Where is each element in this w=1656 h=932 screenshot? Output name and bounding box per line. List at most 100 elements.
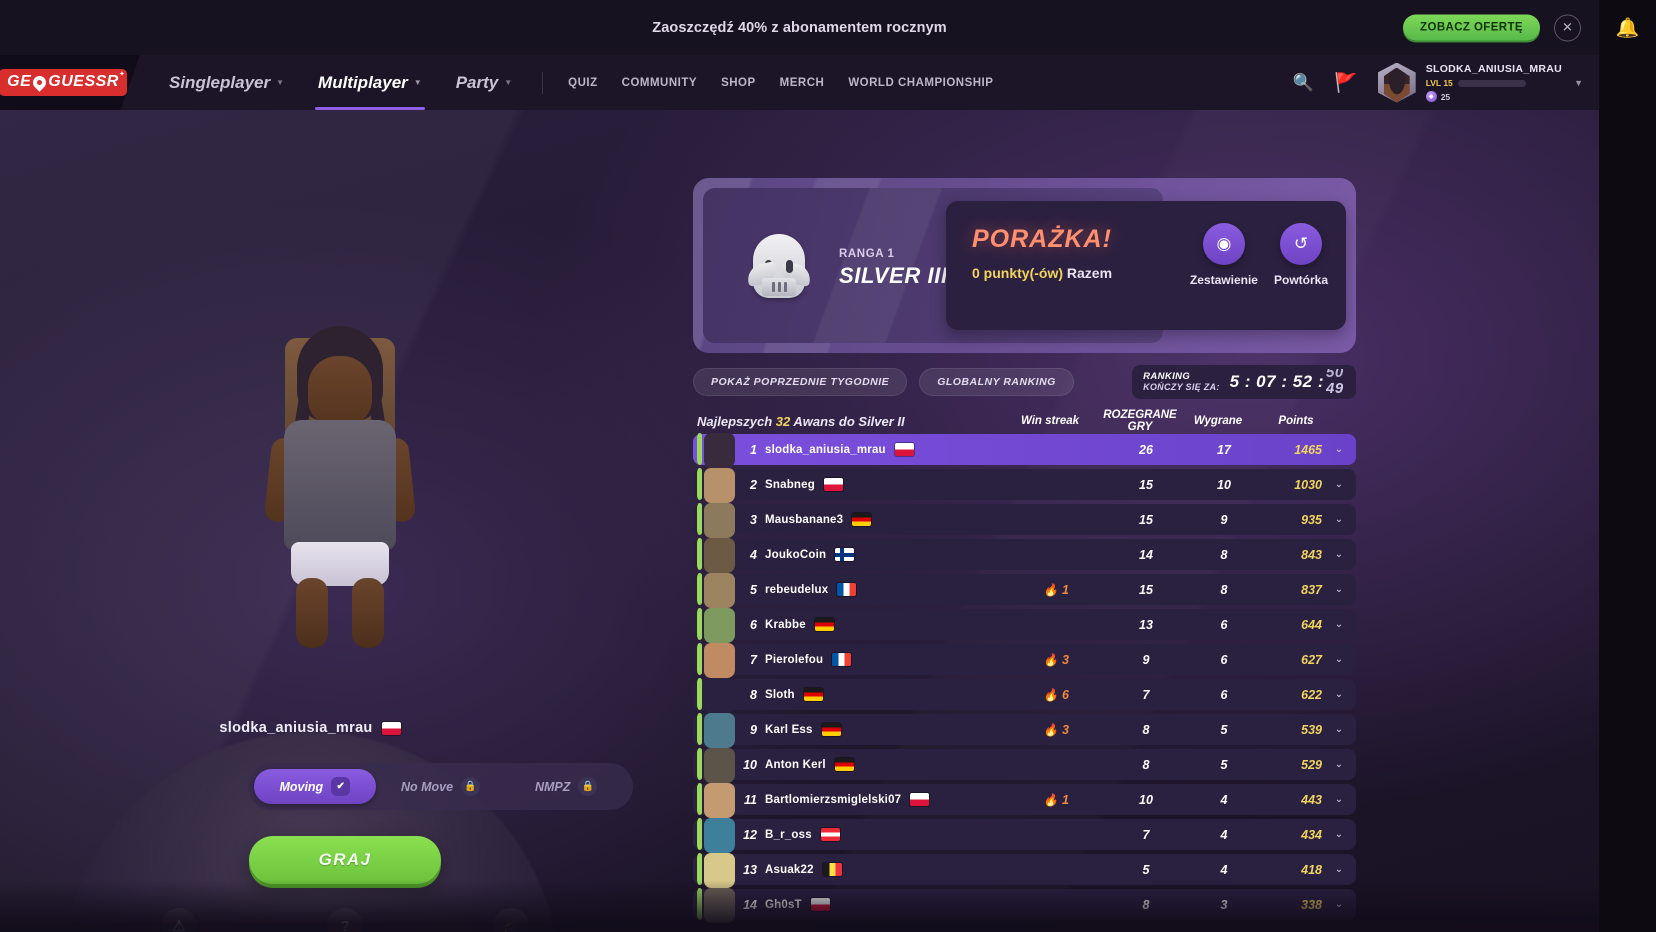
nav-item-shop[interactable]: SHOP: [721, 76, 756, 89]
chevron-down-icon[interactable]: ⌄: [1334, 899, 1344, 910]
table-row[interactable]: 14 Gh0sT 8 3 338 ⌄: [693, 888, 1356, 923]
table-row[interactable]: 6 Krabbe 13 6 644 ⌄: [693, 608, 1356, 643]
row-games-played: 15: [1139, 512, 1153, 527]
table-row[interactable]: 10 Anton Kerl 8 5 529 ⌄: [693, 748, 1356, 783]
row-player-name: Gh0sT: [765, 898, 802, 911]
chevron-down-icon[interactable]: ⌄: [1334, 654, 1344, 665]
play-button[interactable]: GRAJ: [249, 836, 441, 884]
chevron-down-icon[interactable]: ⌄: [1334, 479, 1344, 490]
chevron-down-icon[interactable]: ▼: [1574, 77, 1583, 88]
chevron-down-icon[interactable]: ⌄: [1334, 864, 1344, 875]
country-flag-icon: [821, 723, 841, 736]
helper-improve-game[interactable]: 🎓 Popraw Swoją Grę: [459, 908, 563, 932]
country-flag-icon: [814, 618, 834, 631]
table-row[interactable]: 1 slodka_aniusia_mrau 26 17 1465 ⌄: [693, 433, 1356, 468]
row-games-played: 9: [1142, 652, 1150, 667]
nav-item-merch[interactable]: MERCH: [779, 76, 825, 89]
bell-icon[interactable]: 🔔: [1615, 17, 1640, 39]
row-games-won: 4: [1220, 792, 1228, 807]
flag-icon[interactable]: 🚩: [1334, 72, 1358, 94]
result-actions: ◉ Zestawienie ↺ Powtórka: [1190, 223, 1328, 287]
nav-item-quiz[interactable]: QUIZ: [568, 76, 598, 89]
chevron-down-icon[interactable]: ⌄: [1334, 584, 1344, 595]
result-points-suffix: Razem: [1066, 265, 1113, 281]
countdown-seconds-roller: 50 49: [1326, 369, 1343, 395]
player-name-row: slodka_aniusia_mrau: [0, 720, 620, 736]
action-label: Zestawienie: [1189, 273, 1258, 287]
row-games-won: 5: [1220, 722, 1228, 737]
avatar: [697, 535, 735, 573]
table-row[interactable]: 2 Snabneg 15 10 1030 ⌄: [693, 468, 1356, 503]
country-flag-icon: [822, 863, 842, 876]
warning-icon: ⚠: [161, 908, 197, 932]
chevron-down-icon[interactable]: ⌄: [1334, 444, 1344, 455]
avatar: [697, 815, 735, 853]
search-icon[interactable]: 🔍: [1292, 72, 1315, 92]
nav-item-world-championship[interactable]: WORLD CHAMPIONSHIP: [848, 76, 994, 89]
nav-item-singleplayer[interactable]: Singleplayer ▼: [152, 55, 301, 110]
streak-value: 6: [1062, 687, 1069, 702]
chevron-down-icon[interactable]: ⌄: [1334, 619, 1344, 630]
table-row[interactable]: 8 Sloth 🔥 6 7 6 622 ⌄: [693, 678, 1356, 713]
table-row[interactable]: 12 B_r_oss 7 4 434 ⌄: [693, 818, 1356, 853]
row-player-name: JoukoCoin: [765, 548, 827, 561]
chevron-down-icon[interactable]: ⌄: [1334, 689, 1344, 700]
global-ranking-button[interactable]: GLOBALNY RANKING: [919, 368, 1074, 396]
chevron-down-icon[interactable]: ⌄: [1334, 724, 1344, 735]
flame-icon: 🔥: [1043, 722, 1058, 737]
nav-item-community[interactable]: COMMUNITY: [621, 76, 698, 89]
countdown-roll-up: 50: [1326, 369, 1343, 381]
row-games-won: 3: [1220, 897, 1228, 912]
question-icon: ?: [327, 908, 363, 932]
table-row[interactable]: 11 Bartlomierzsmiglelski07 🔥 1 10 4 443 ⌄: [693, 783, 1356, 818]
table-row[interactable]: 4 JoukoCoin 14 8 843 ⌄: [693, 538, 1356, 573]
streak-value: 3: [1062, 652, 1069, 667]
geoguessr-logo[interactable]: GE GUESSR ✦: [0, 55, 140, 110]
promo-actions: ZOBACZ OFERTĘ ✕: [1403, 14, 1581, 41]
show-previous-weeks-button[interactable]: POKAŻ POPRZEDNIE TYGODNIE: [693, 368, 908, 396]
chevron-down-icon[interactable]: ⌄: [1334, 794, 1344, 805]
mode-label: No Move: [400, 779, 454, 794]
row-games-played: 8: [1142, 757, 1150, 772]
avatar: [697, 640, 735, 678]
view-offer-button[interactable]: ZOBACZ OFERTĘ: [1403, 14, 1540, 41]
row-rank: 10: [743, 757, 757, 772]
chevron-down-icon[interactable]: ⌄: [1334, 549, 1344, 560]
chevron-down-icon[interactable]: ⌄: [1334, 759, 1344, 770]
leaderboard-title: Najlepszych 32 Awans do Silver II: [697, 414, 905, 429]
row-player-name: Snabneg: [765, 478, 815, 491]
avatar: [697, 430, 735, 468]
row-games-played: 8: [1142, 722, 1150, 737]
rank-subtitle: RANGA 1: [839, 248, 895, 260]
table-row[interactable]: 13 Asuak22 5 4 418 ⌄: [693, 853, 1356, 888]
summary-button[interactable]: ◉ Zestawienie: [1190, 223, 1258, 287]
mode-button-nmpz[interactable]: NMPZ 🔒: [505, 769, 627, 804]
row-points: 434: [1301, 827, 1322, 842]
row-win-streak: 🔥 1: [1008, 583, 1104, 597]
helper-how-it-works[interactable]: ? Jak to działa: [293, 908, 397, 932]
replay-button[interactable]: ↺ Powtórka: [1274, 223, 1328, 287]
table-row[interactable]: 9 Karl Ess 🔥 3 8 5 539 ⌄: [693, 713, 1356, 748]
row-rank: 12: [743, 827, 757, 842]
close-icon[interactable]: ✕: [1554, 14, 1581, 41]
nav-item-multiplayer[interactable]: Multiplayer ▼: [301, 55, 439, 110]
table-row[interactable]: 3 Mausbanane3 15 9 935 ⌄: [693, 503, 1356, 538]
table-row[interactable]: 5 rebeudelux 🔥 1 15 8 837 ⌄: [693, 573, 1356, 608]
column-header-played: ROZEGRANE GRY: [1103, 409, 1177, 433]
map-pin-icon: ◉: [1202, 223, 1245, 265]
mode-button-no-move[interactable]: No Move 🔒: [380, 769, 502, 804]
profile-menu[interactable]: SLODKA_ANIUSIA_MRAU LVL 15 ◆ 25 ▼: [1377, 62, 1583, 103]
table-row[interactable]: 7 Pierolefou 🔥 3 9 6 627 ⌄: [693, 643, 1356, 678]
nav-item-party[interactable]: Party ▼: [439, 55, 529, 110]
country-flag-icon: [852, 513, 872, 526]
mode-button-moving[interactable]: Moving ✔: [254, 769, 376, 804]
chevron-down-icon[interactable]: ⌄: [1334, 514, 1344, 525]
leaderboard-header: Najlepszych 32 Awans do Silver II Win st…: [693, 408, 1356, 434]
chevron-down-icon[interactable]: ⌄: [1334, 829, 1344, 840]
row-player-name: slodka_aniusia_mrau: [765, 443, 886, 456]
chevron-down-icon: ▼: [276, 78, 285, 87]
avatar: [697, 605, 735, 643]
row-games-won: 8: [1220, 547, 1228, 562]
lock-icon: 🔒: [461, 777, 481, 796]
helper-community-rules[interactable]: ⚠ Zasady Społeczności: [127, 908, 231, 932]
